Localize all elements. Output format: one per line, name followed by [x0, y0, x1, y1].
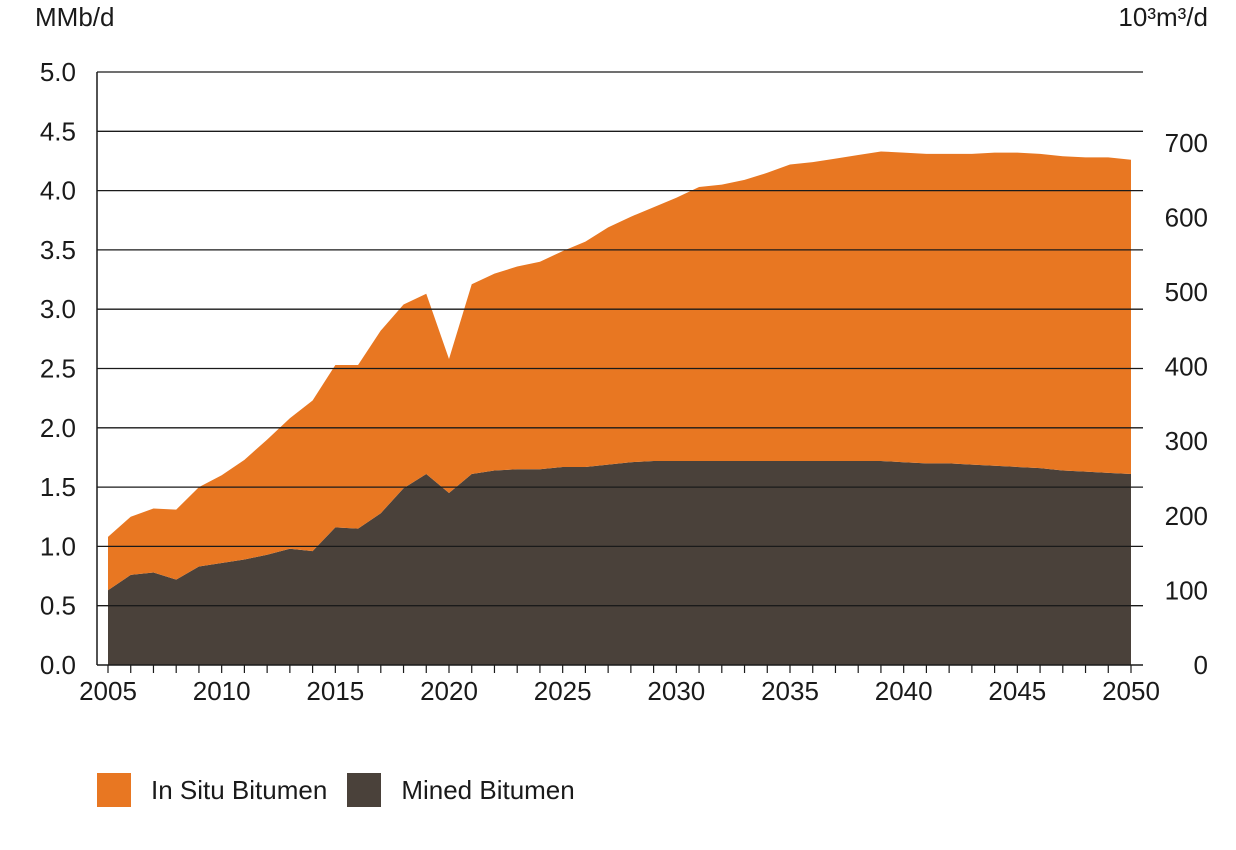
x-tick-label: 2045	[988, 676, 1046, 706]
x-tick-label: 2040	[875, 676, 933, 706]
legend-label-in-situ: In Situ Bitumen	[151, 774, 328, 805]
y-left-tick-label: 1.5	[40, 472, 76, 502]
legend-swatch-in-situ	[97, 773, 131, 807]
y-right-tick-label: 0	[1194, 650, 1208, 680]
y-right-tick-label: 500	[1165, 277, 1208, 307]
y-left-tick-label: 4.5	[40, 116, 76, 146]
y-left-tick-label: 0.5	[40, 591, 76, 621]
x-tick-label: 2015	[306, 676, 364, 706]
y-right-tick-label: 100	[1165, 575, 1208, 605]
y-right-tick-label: 400	[1165, 352, 1208, 382]
y-left-tick-label: 0.0	[40, 650, 76, 680]
y-right-tick-label: 300	[1165, 426, 1208, 456]
x-tick-label: 2050	[1102, 676, 1160, 706]
y-left-tick-label: 1.0	[40, 531, 76, 561]
legend-label-mined: Mined Bitumen	[401, 774, 575, 805]
left-axis-unit: MMb/d	[35, 2, 114, 32]
y-left-tick-label: 3.0	[40, 294, 76, 324]
area-mined-bitumen	[108, 461, 1131, 665]
y-left-tick-label: 3.5	[40, 235, 76, 265]
x-tick-label: 2025	[534, 676, 592, 706]
y-right-tick-label: 200	[1165, 501, 1208, 531]
axes	[96, 72, 1143, 673]
y-left-tick-label: 2.5	[40, 354, 76, 384]
y-right-tick-label: 700	[1165, 128, 1208, 158]
legend: In Situ Bitumen Mined Bitumen	[97, 773, 595, 807]
right-axis-unit: 10³m³/d	[1118, 2, 1208, 32]
area-in-situ-bitumen	[108, 151, 1131, 591]
chart: 0.0 0.5 1.0 1.5 2.0 2.5 3.0 3.5 4.0 4.5 5.0 0 100 200…	[35, 2, 1208, 706]
x-tick-label: 2030	[647, 676, 705, 706]
tick-labels: 0.0 0.5 1.0 1.5 2.0 2.5 3.0 3.5 4.0 4.5 5.0 0 100 200…	[40, 57, 1208, 706]
x-tick-label: 2010	[193, 676, 251, 706]
legend-item-mined: Mined Bitumen	[347, 773, 575, 807]
gridlines	[97, 71, 1143, 607]
stacked-areas	[108, 151, 1131, 665]
y-left-tick-label: 2.0	[40, 413, 76, 443]
y-right-tick-label: 600	[1165, 202, 1208, 232]
x-tick-label: 2020	[420, 676, 478, 706]
legend-swatch-mined	[347, 773, 382, 807]
x-tick-label: 2005	[79, 676, 137, 706]
y-left-tick-label: 4.0	[40, 176, 76, 206]
y-left-tick-label: 5.0	[40, 57, 76, 87]
x-tick-label: 2035	[761, 676, 819, 706]
legend-item-in-situ: In Situ Bitumen	[97, 773, 327, 807]
